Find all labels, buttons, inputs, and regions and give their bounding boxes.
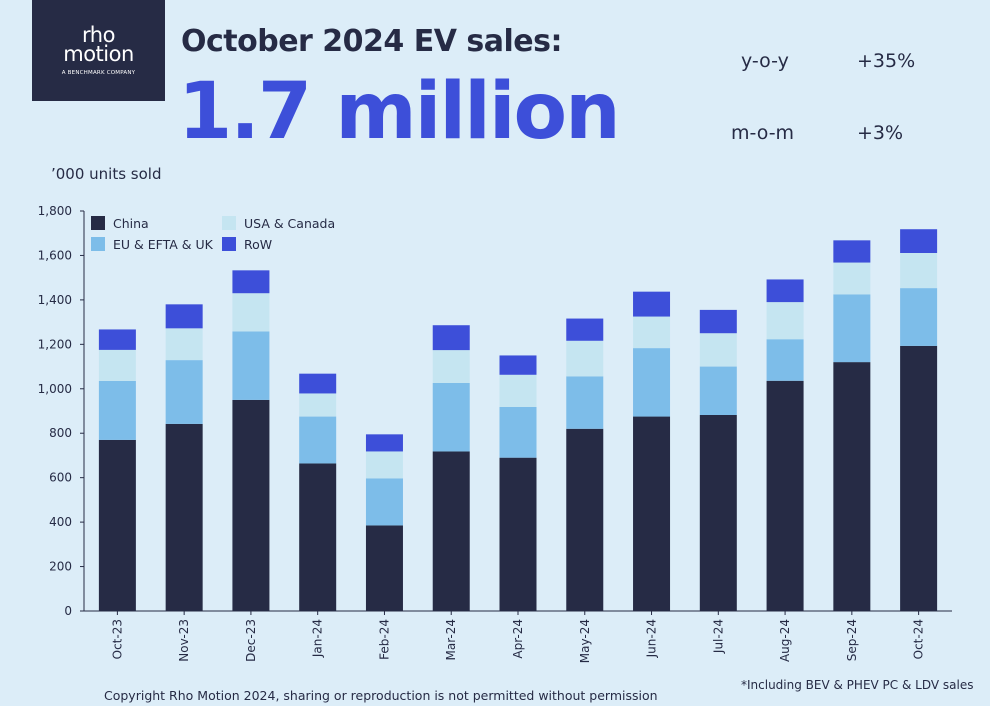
y-tick-label: 400 [49,515,72,529]
bar-segment [900,288,938,346]
bar-segment [98,439,136,611]
bar-segment [365,478,403,526]
bar-segment [432,325,470,351]
x-category-label: Dec-23 [244,619,258,662]
bar-segment [699,366,737,415]
bar-segment [633,416,671,611]
legend-swatch [222,237,236,251]
bar-segment [566,376,604,429]
bar-segment [766,380,804,611]
bar-segment [566,428,604,611]
bar-segment [900,345,938,611]
x-category-label: Feb-24 [377,619,391,660]
rho-motion-logo: rho motion A BENCHMARK COMPANY [32,0,165,101]
x-category-label: Jan-24 [311,619,325,658]
bar-segment [566,318,604,341]
x-category-label: Jun-24 [645,619,659,658]
units-label: ’000 units sold [51,165,162,183]
logo-wordmark: rho motion [63,22,134,66]
x-category-label: Apr-24 [511,619,525,659]
bar-segment [299,373,337,394]
bar-segment [365,434,403,452]
bar-segment [365,525,403,611]
big-number: 1.7 million [178,67,621,157]
bar-segment [900,253,938,289]
x-category-label: Jul-24 [711,619,725,654]
y-tick-label: 200 [49,560,72,574]
bar-segment [98,349,136,381]
bar-segment [432,350,470,383]
copyright-text: Copyright Rho Motion 2024, sharing or re… [104,688,658,703]
bar-segment [766,302,804,340]
x-category-label: Mar-24 [444,619,458,660]
bar-segment [365,451,403,479]
bar-segment [833,294,871,363]
bar-segment [499,407,537,458]
logo-line-1: rho [82,22,115,47]
legend-swatch [91,216,105,230]
yoy-value: +35% [857,50,916,72]
bar-segment [900,229,938,253]
footnote-text: *Including BEV & PHEV PC & LDV sales [741,678,974,692]
mom-value: +3% [857,122,904,144]
x-category-label: Sep-24 [845,619,859,661]
bar-segment [232,331,270,400]
bar-segment [699,309,737,334]
bar-segment [833,362,871,611]
bar-segment [165,328,203,361]
bar-segment [633,348,671,417]
bar-segment [633,291,671,317]
bar-segment [833,240,871,263]
y-tick-label: 0 [64,604,72,618]
bar-segment [833,262,871,295]
y-tick-label: 1,600 [38,248,72,262]
legend-label: USA & Canada [244,216,335,231]
headline: October 2024 EV sales: [181,24,562,59]
bar-segment [499,374,537,407]
yoy-label: y-o-y [741,50,789,72]
bar-segment [499,457,537,611]
x-category-label: Aug-24 [778,619,792,662]
bar-segment [766,279,804,303]
mom-label: m-o-m [731,122,795,144]
y-tick-label: 1,800 [38,204,72,218]
bar-segment [633,316,671,349]
bar-segment [699,333,737,367]
bar-segment [699,415,737,611]
bar-segment [299,393,337,417]
bar-segment [98,381,136,440]
logo-subtitle: A BENCHMARK COMPANY [61,69,136,76]
legend-swatch [222,216,236,230]
bar-segment [98,329,136,350]
bar-segment [432,383,470,452]
bar-segment [165,423,203,611]
legend-label: RoW [244,237,272,252]
y-tick-label: 1,000 [38,382,72,396]
x-category-label: Nov-23 [177,619,191,662]
bar-segment [232,399,270,611]
bar-segment [432,451,470,611]
y-tick-label: 1,200 [38,337,72,351]
legend-label: China [113,216,149,231]
legend-label: EU & EFTA & UK [113,237,214,252]
bar-segment [165,360,203,424]
x-category-label: May-24 [578,619,592,663]
bar-segment [566,340,604,377]
bar-segment [165,304,203,329]
bar-segment [499,355,537,375]
x-category-label: Oct-23 [110,619,124,659]
y-tick-label: 600 [49,471,72,485]
bar-segment [232,293,270,332]
bar-segment [232,270,270,294]
bar-segment [766,339,804,381]
y-tick-label: 800 [49,426,72,440]
logo-line-2: motion [63,41,134,66]
x-category-label: Oct-24 [912,619,926,659]
y-tick-label: 1,400 [38,293,72,307]
legend-swatch [91,237,105,251]
bar-segment [299,463,337,611]
bar-segment [299,416,337,464]
